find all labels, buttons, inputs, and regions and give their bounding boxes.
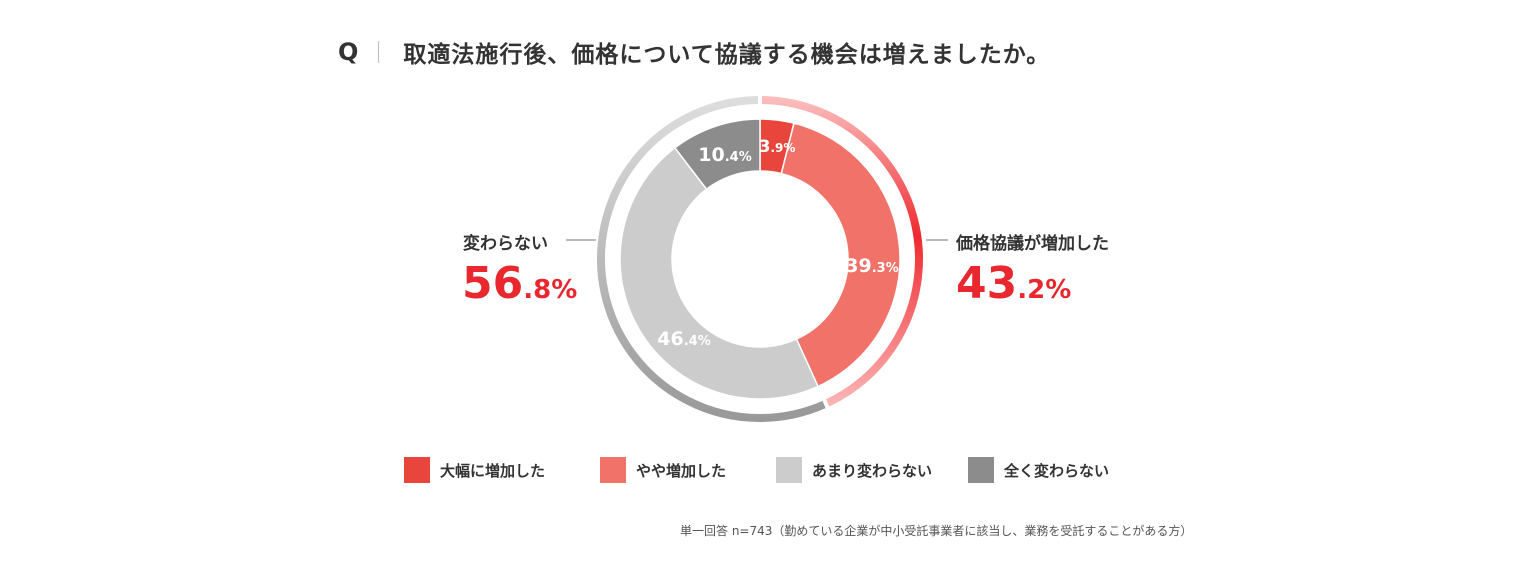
slice-little-change	[619, 146, 820, 400]
group-pct-same: 56.8%	[462, 262, 577, 306]
group-pct-same-dec: .8%	[523, 275, 578, 305]
slice-labels: 3.9% 39.3% 46.4% 10.4%	[657, 137, 898, 350]
legend-item-slight-increase: やや増加した	[600, 456, 726, 484]
slice-label: 3.9%	[759, 137, 796, 157]
ring-no-change	[597, 96, 826, 422]
legend-item-no-change: 全く変わらない	[968, 456, 1109, 484]
slice-label: 39.3%	[845, 255, 898, 277]
legend-label: 全く変わらない	[1004, 461, 1110, 480]
legend-swatch	[404, 457, 430, 483]
donut-slices	[619, 118, 901, 400]
legend-item-little-change: あまり変わらない	[776, 456, 932, 484]
slice-label: 46.4%	[657, 328, 710, 350]
legend-label: 大幅に増加した	[440, 461, 546, 480]
group-pct-increase-dec: .2%	[1017, 275, 1072, 305]
group-pct-increase-int: 43	[956, 258, 1018, 309]
footnote: 単一回答 n=743（勤めている企業が中小受託事業者に該当し、業務を受託すること…	[680, 524, 1193, 538]
question-text: 取適法施行後、価格について協議する機会は増えましたか。	[403, 42, 1051, 68]
legend-label: あまり変わらない	[812, 461, 933, 480]
slice-slight-increase	[780, 122, 901, 388]
group-label-same: 変わらない	[463, 234, 548, 254]
legend-swatch	[968, 457, 994, 483]
group-pct-increase: 43.2%	[956, 262, 1071, 306]
outer-ring	[597, 96, 923, 422]
slice-no-change	[673, 118, 761, 191]
legend-label: やや増加した	[636, 461, 727, 480]
group-pct-same-int: 56	[462, 258, 524, 309]
group-label-increase: 価格協議が増加した	[956, 234, 1109, 254]
slice-label: 10.4%	[698, 144, 751, 166]
legend-item-large-increase: 大幅に増加した	[404, 456, 545, 484]
title-divider	[378, 41, 380, 63]
ring-increase	[761, 96, 923, 407]
legend-swatch	[776, 457, 802, 483]
legend-swatch	[600, 457, 626, 483]
question-mark: Q	[338, 38, 359, 66]
question-title: Q 取適法施行後、価格について協議する機会は増えましたか。	[338, 32, 1050, 72]
